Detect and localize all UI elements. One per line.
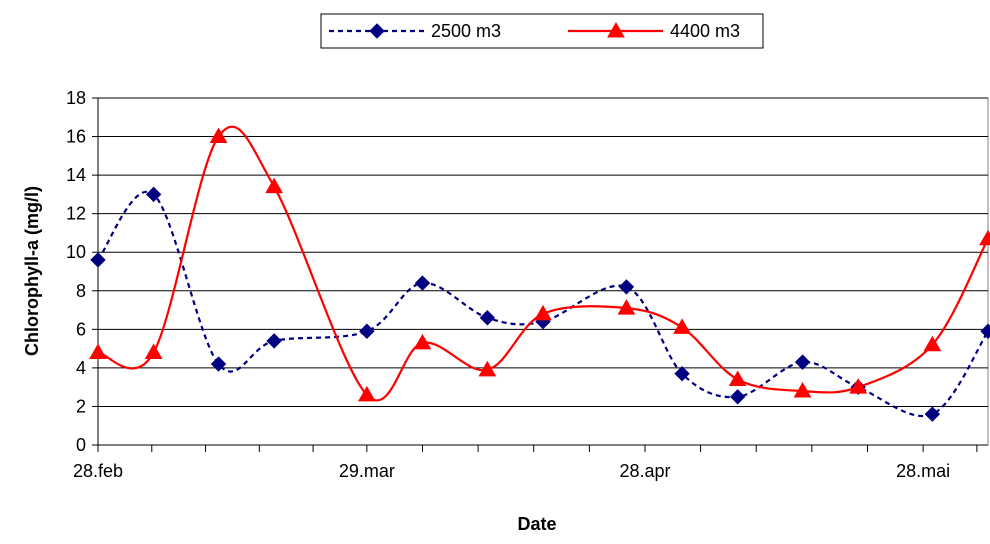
- legend: 2500 m3 4400 m3: [321, 14, 763, 48]
- y-tick-label: 16: [66, 127, 86, 147]
- y-tick-label: 6: [76, 319, 86, 339]
- y-axis-title: Chlorophyll-a (mg/l): [22, 186, 42, 356]
- y-tick-label: 0: [76, 435, 86, 455]
- x-axis-title: Date: [517, 514, 556, 534]
- x-tick-label: 28.mai: [896, 461, 950, 481]
- x-tick-label: 29.mar: [339, 461, 395, 481]
- x-tick-label: 28.feb: [73, 461, 123, 481]
- y-tick-label: 2: [76, 396, 86, 416]
- y-tick-label: 10: [66, 242, 86, 262]
- x-tick-label: 28.apr: [619, 461, 670, 481]
- legend-label: 2500 m3: [431, 21, 501, 41]
- y-tick-label: 8: [76, 281, 86, 301]
- y-tick-label: 12: [66, 204, 86, 224]
- y-tick-label: 14: [66, 165, 86, 185]
- legend-label: 4400 m3: [670, 21, 740, 41]
- y-tick-label: 18: [66, 88, 86, 108]
- y-tick-label: 4: [76, 358, 86, 378]
